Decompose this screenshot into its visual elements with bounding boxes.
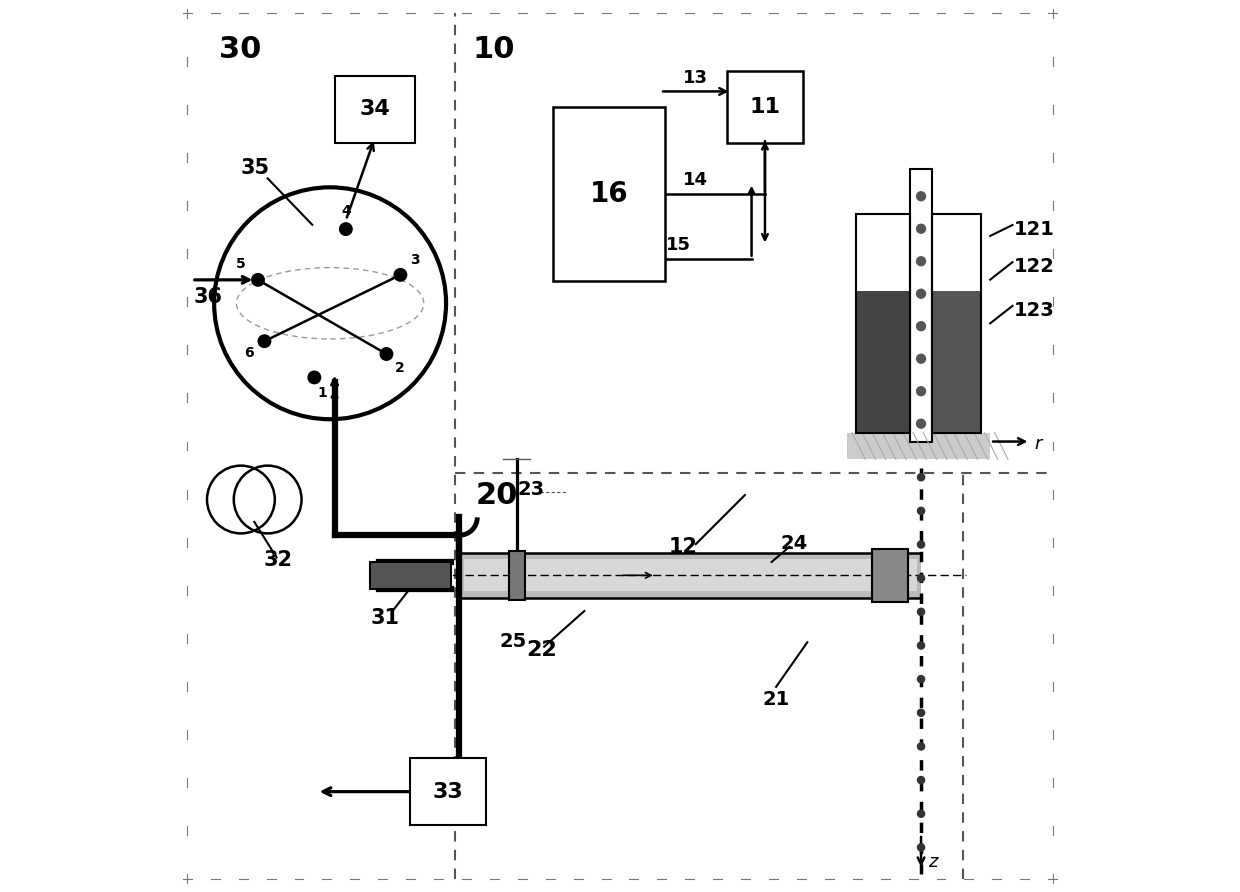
Circle shape xyxy=(381,348,393,360)
Text: 5: 5 xyxy=(236,257,246,271)
Text: 21: 21 xyxy=(763,690,790,708)
Text: 4: 4 xyxy=(341,204,351,218)
Text: 31: 31 xyxy=(371,608,399,628)
Bar xyxy=(464,559,916,591)
Circle shape xyxy=(918,541,925,548)
Circle shape xyxy=(918,675,925,682)
Bar xyxy=(910,169,932,442)
Text: 36: 36 xyxy=(193,287,223,307)
Circle shape xyxy=(916,419,925,428)
Circle shape xyxy=(918,844,925,851)
Circle shape xyxy=(916,257,925,266)
Circle shape xyxy=(258,334,270,347)
Bar xyxy=(932,291,981,433)
Circle shape xyxy=(308,371,321,384)
Circle shape xyxy=(916,387,925,396)
FancyBboxPatch shape xyxy=(335,76,415,143)
Text: 122: 122 xyxy=(1014,257,1055,276)
Text: 30: 30 xyxy=(218,35,260,64)
Circle shape xyxy=(340,223,352,235)
Circle shape xyxy=(916,289,925,298)
Bar xyxy=(872,549,908,602)
Bar xyxy=(932,214,981,291)
Circle shape xyxy=(918,508,925,515)
Text: z: z xyxy=(929,853,937,871)
Text: 34: 34 xyxy=(360,99,391,120)
Text: 25: 25 xyxy=(500,632,527,650)
Text: 35: 35 xyxy=(241,158,270,178)
Text: 22: 22 xyxy=(526,640,557,659)
Circle shape xyxy=(918,709,925,716)
Text: r: r xyxy=(1035,434,1042,452)
Text: 32: 32 xyxy=(263,550,293,570)
Circle shape xyxy=(918,810,925,817)
Circle shape xyxy=(252,274,264,286)
Circle shape xyxy=(918,474,925,481)
Text: 2: 2 xyxy=(396,361,405,375)
Circle shape xyxy=(918,642,925,649)
Circle shape xyxy=(394,268,407,281)
Circle shape xyxy=(918,574,925,582)
Text: 24: 24 xyxy=(780,533,807,552)
Text: 20: 20 xyxy=(475,481,518,510)
Circle shape xyxy=(916,322,925,331)
Text: 33: 33 xyxy=(433,781,464,802)
Bar xyxy=(932,214,981,433)
Circle shape xyxy=(918,608,925,615)
Circle shape xyxy=(916,224,925,233)
FancyBboxPatch shape xyxy=(727,71,802,143)
Circle shape xyxy=(918,743,925,750)
Text: 123: 123 xyxy=(1014,301,1055,319)
Bar xyxy=(508,551,525,600)
Text: 16: 16 xyxy=(589,180,629,208)
Text: 121: 121 xyxy=(1014,219,1055,239)
Bar xyxy=(857,214,910,291)
Circle shape xyxy=(916,192,925,201)
Text: 23: 23 xyxy=(517,480,544,499)
Text: 15: 15 xyxy=(666,235,691,253)
Text: 14: 14 xyxy=(683,171,708,189)
Circle shape xyxy=(918,777,925,784)
FancyBboxPatch shape xyxy=(553,107,665,281)
Bar xyxy=(371,562,450,589)
Text: 6: 6 xyxy=(244,346,253,360)
Text: 11: 11 xyxy=(749,97,780,117)
Text: 13: 13 xyxy=(683,69,708,87)
Text: 10: 10 xyxy=(472,35,516,64)
Bar xyxy=(847,433,991,459)
Bar xyxy=(460,553,921,598)
Bar xyxy=(857,291,910,433)
Text: 1: 1 xyxy=(317,386,327,401)
Text: 12: 12 xyxy=(670,537,698,557)
Text: 3: 3 xyxy=(410,253,420,268)
Circle shape xyxy=(916,354,925,363)
FancyBboxPatch shape xyxy=(410,758,486,825)
Bar xyxy=(857,214,910,433)
